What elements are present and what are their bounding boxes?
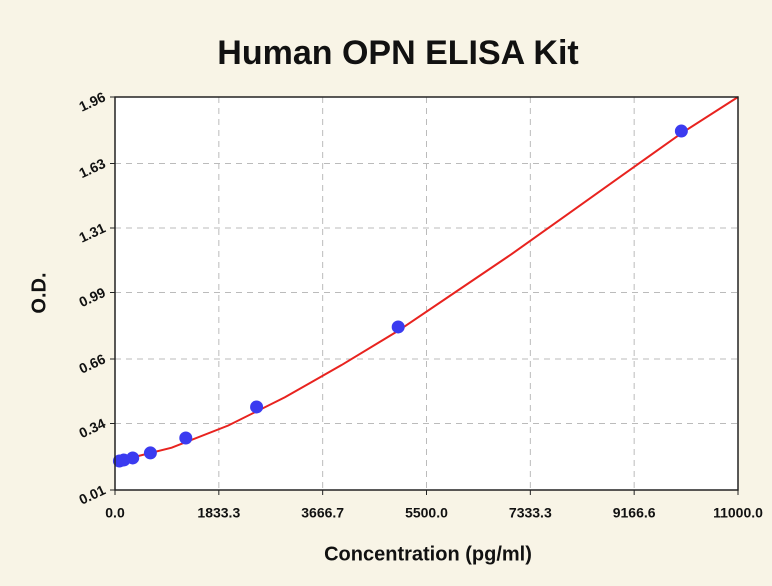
data-point bbox=[143, 446, 157, 460]
fit-curve bbox=[114, 96, 739, 463]
data-point bbox=[391, 320, 405, 334]
x-tick-label: 7333.3 bbox=[509, 505, 552, 521]
x-tick-label: 3666.7 bbox=[301, 505, 344, 521]
data-point bbox=[674, 124, 688, 138]
x-axis-label: Concentration (pg/ml) bbox=[324, 543, 532, 565]
x-tick-label: 11000.0 bbox=[713, 505, 763, 521]
data-point bbox=[250, 400, 264, 414]
x-tick-label: 9166.6 bbox=[613, 505, 656, 521]
x-tick-label: 0.0 bbox=[105, 505, 125, 521]
x-tick-label: 1833.3 bbox=[197, 505, 240, 521]
data-point bbox=[179, 431, 193, 445]
marks bbox=[112, 96, 739, 468]
x-tick-label: 5500.0 bbox=[405, 505, 448, 521]
data-point bbox=[126, 451, 140, 465]
plot-area bbox=[115, 97, 738, 490]
chart-title: Human OPN ELISA Kit bbox=[217, 34, 578, 72]
y-axis-label: O.D. bbox=[28, 272, 50, 313]
